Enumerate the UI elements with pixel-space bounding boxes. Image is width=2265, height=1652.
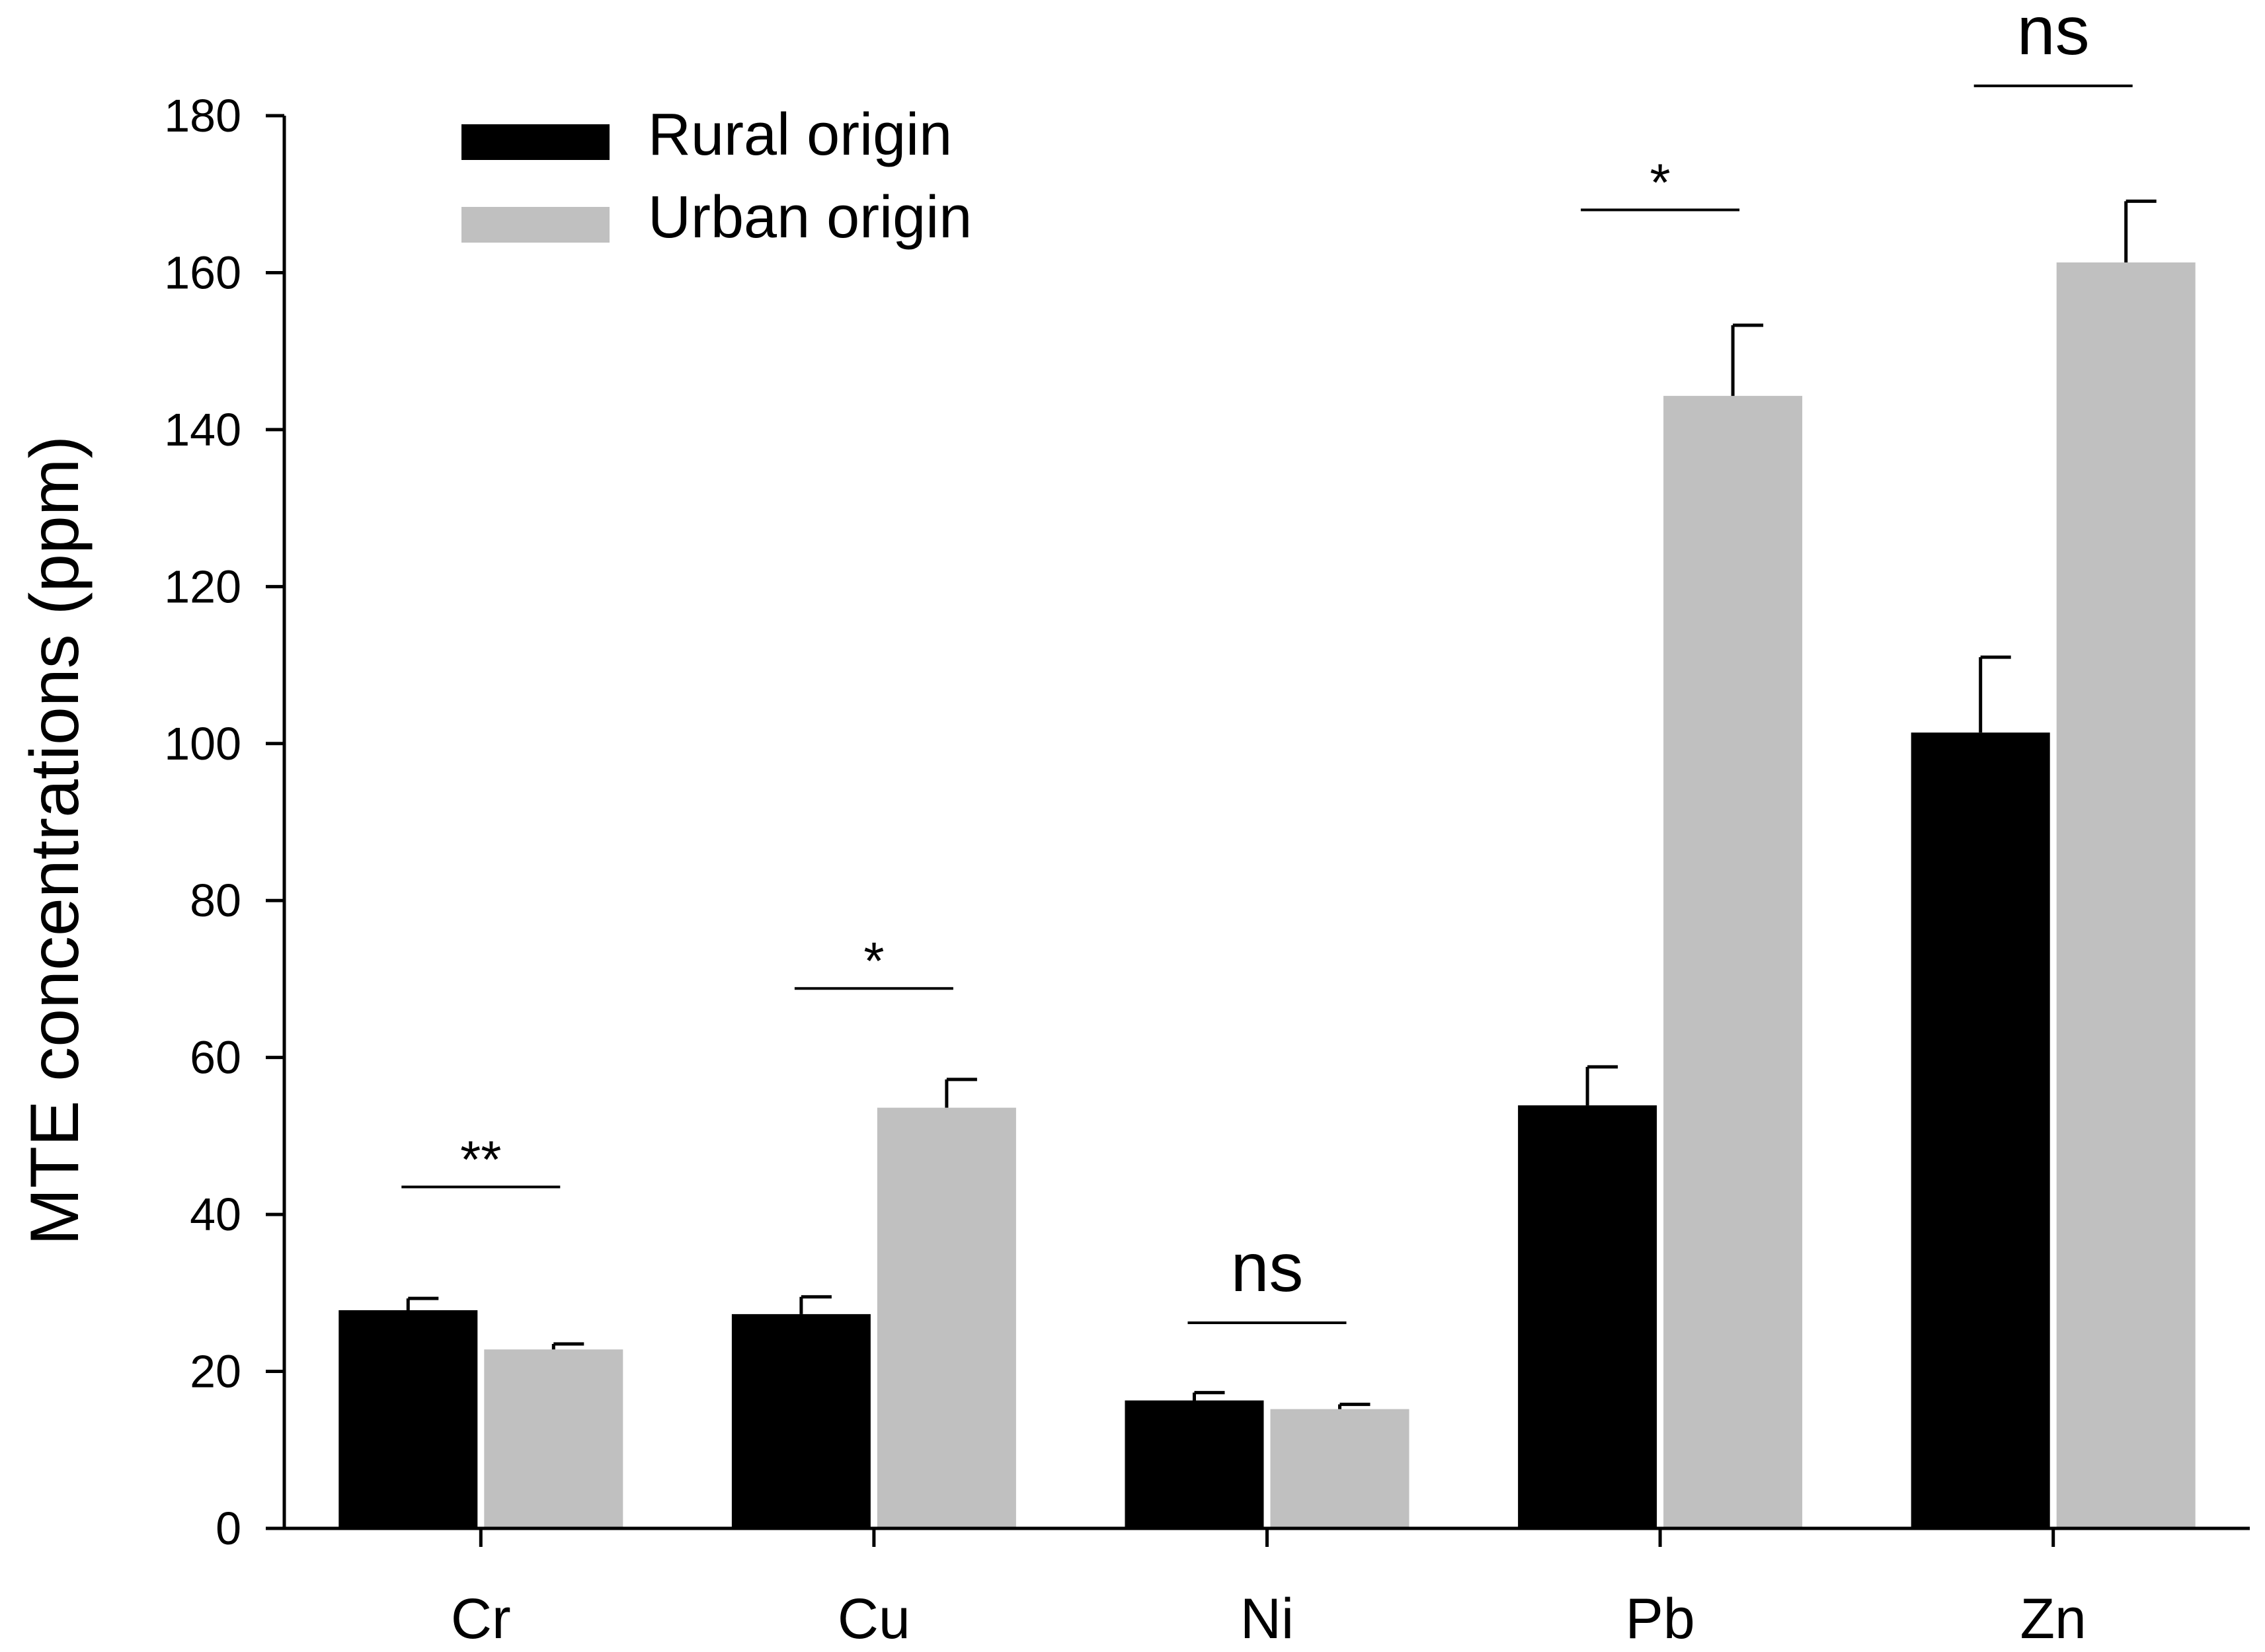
x-tick-label: Ni: [1240, 1587, 1294, 1651]
bars: [338, 262, 2196, 1529]
y-axis-ticks: 0 20 40 60 80 100 120 140 160 180: [164, 90, 284, 1554]
bar-pb-urban: [1663, 395, 1803, 1528]
x-tick-label: Cr: [451, 1587, 511, 1651]
y-tick-label: 20: [190, 1346, 241, 1397]
x-axis-categories: Cr Cu Ni Pb Zn: [451, 1528, 2086, 1651]
legend-swatch: [461, 124, 610, 160]
x-tick-label: Pb: [1625, 1587, 1694, 1651]
y-tick-label: 120: [164, 561, 241, 612]
bar-zn-urban: [2056, 262, 2196, 1529]
significance-markers: ***ns*ns: [401, 0, 2133, 1324]
y-tick-label: 140: [164, 404, 241, 455]
significance-label: *: [1650, 153, 1671, 212]
bar-pb-rural: [1518, 1105, 1657, 1528]
bar-cu-urban: [877, 1107, 1016, 1528]
bar-ni-rural: [1125, 1400, 1264, 1528]
bar-ni-urban: [1270, 1409, 1410, 1528]
legend-label: Urban origin: [648, 184, 972, 251]
y-tick-label: 100: [164, 718, 241, 769]
bar-cu-rural: [731, 1314, 871, 1528]
bar-cr-rural: [338, 1310, 478, 1528]
y-axis-label: MTE concentrations (ppm): [17, 436, 93, 1245]
significance-label: ns: [2017, 0, 2090, 69]
y-tick-label: 0: [216, 1503, 241, 1554]
y-tick-label: 40: [190, 1189, 241, 1240]
legend-label: Rural origin: [648, 102, 952, 168]
y-tick-label: 180: [164, 90, 241, 141]
y-tick-label: 60: [190, 1032, 241, 1083]
y-tick-label: 80: [190, 875, 241, 926]
bar-cr-urban: [484, 1349, 623, 1528]
bar-zn-rural: [1911, 732, 2050, 1528]
y-tick-label: 160: [164, 247, 241, 298]
legend-swatch: [461, 207, 610, 243]
legend: Rural origin Urban origin: [461, 102, 972, 251]
x-tick-label: Cu: [838, 1587, 910, 1651]
significance-label: ns: [1231, 1230, 1304, 1306]
x-tick-label: Zn: [2020, 1587, 2086, 1651]
significance-label: *: [863, 931, 884, 990]
significance-label: **: [460, 1130, 501, 1189]
error-bars: [406, 199, 2157, 1409]
